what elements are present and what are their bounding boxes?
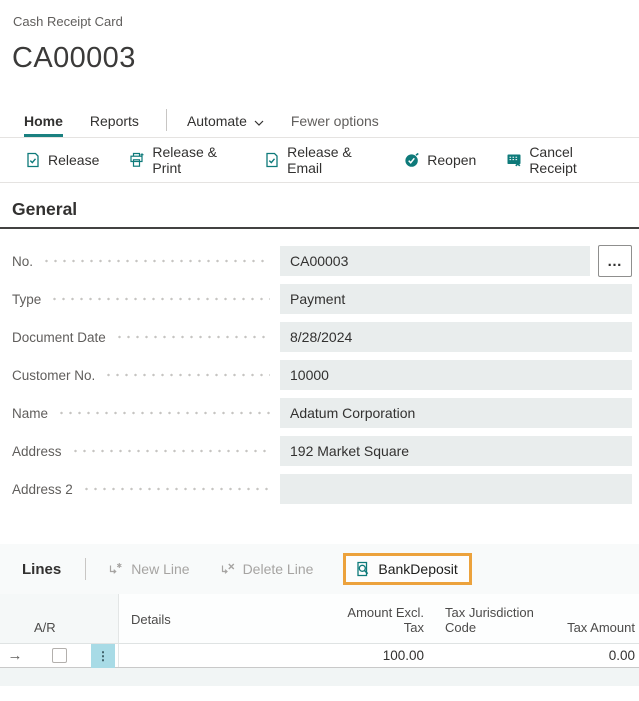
bankdeposit-label: BankDeposit [378,561,458,577]
tab-bar: Home Reports Automate Fewer options [0,99,639,138]
details-cell[interactable] [118,644,300,667]
no-lookup-button[interactable]: … [598,245,632,277]
reopen-label: Reopen [427,152,477,168]
name-field[interactable]: Adatum Corporation [280,398,632,428]
ar-cell [30,644,88,667]
dotted-leader [42,246,270,276]
dotted-leader [70,436,270,466]
dotted-leader [114,322,270,352]
header-left-zone: A/R [0,594,118,643]
reopen-button[interactable]: Reopen [404,152,476,168]
action-ribbon: Release Release & Print Release & Email … [0,138,639,183]
tax-jurisdiction-code-cell[interactable] [430,644,545,667]
tab-divider [165,109,167,131]
release-and-email-button[interactable]: Release & Email [264,144,374,176]
lines-toolbar: Lines New Line Delete Line BankDeposit [0,544,639,594]
row-indicator-column-header [0,635,30,643]
cancel-receipt-label: Cancel Receipt [529,144,577,176]
amount-excl-tax-column-label: Amount Excl. Tax [347,605,424,635]
tab-home[interactable]: Home [24,113,63,137]
table-row: → ⋮ 100.00 0.00 [0,643,639,668]
page-caption: Cash Receipt Card [13,14,123,29]
field-row-address-2: Address 2 [12,474,632,504]
field-row-document-date: Document Date 8/28/2024 [12,322,632,352]
document-date-field[interactable]: 8/28/2024 [280,322,632,352]
cancel-receipt-icon [506,152,522,168]
tax-jurisdiction-code-column-label: Tax Jurisdiction Code [445,605,534,635]
tab-fewer-options[interactable]: Fewer options [290,113,379,129]
release-and-email-label: Release & Email [287,144,352,176]
dotted-leader [57,398,270,428]
document-date-field-label: Document Date [12,329,106,345]
type-field-label: Type [12,291,42,307]
delete-line-icon [220,561,236,577]
release-email-icon [264,152,280,168]
release-label: Release [48,152,100,168]
tax-amount-cell[interactable]: 0.00 [608,648,635,663]
toolbar-divider [85,558,87,580]
general-section-heading: General [0,199,639,229]
ar-column-header[interactable]: A/R [34,620,56,635]
customer-no-field-label: Customer No. [12,367,96,383]
ar-checkbox[interactable] [51,648,67,663]
new-line-button[interactable]: New Line [108,561,190,577]
no-field-label: No. [12,253,34,269]
tab-automate-label: Automate [186,113,247,129]
new-line-icon [108,561,124,577]
field-row-address: Address 192 Market Square [12,436,632,466]
amount-excl-tax-column-header[interactable]: Amount Excl. Tax [300,605,430,643]
field-row-name: Name Adatum Corporation [12,398,632,428]
delete-line-button[interactable]: Delete Line [220,561,314,577]
address-2-field[interactable] [280,474,632,504]
no-field[interactable]: CA00003 [280,246,590,276]
bank-deposit-icon [355,561,371,577]
dotted-leader [81,474,270,504]
release-document-icon [25,152,41,168]
tax-amount-column-label: Tax Amount [567,620,635,635]
tab-automate[interactable]: Automate [187,113,264,137]
amount-excl-tax-cell[interactable]: 100.00 [382,648,424,663]
printer-icon [129,152,145,168]
tax-amount-column-header[interactable]: Tax Amount [545,620,639,643]
dotted-leader [50,284,270,314]
reopen-icon [404,152,420,168]
field-row-no: No. CA00003 … [12,245,632,277]
details-column-label: Details [131,612,171,627]
bankdeposit-button[interactable]: BankDeposit [355,561,458,577]
new-line-label: New Line [131,561,190,577]
field-row-type: Type Payment [12,284,632,314]
lines-heading: Lines [22,560,62,578]
type-field[interactable]: Payment [280,284,632,314]
lines-table-footer [0,668,639,686]
page-title: CA00003 [12,42,136,74]
lines-part: Lines New Line Delete Line BankDeposit A… [0,544,639,686]
address-field[interactable]: 192 Market Square [280,436,632,466]
tab-reports[interactable]: Reports [89,113,139,129]
address-field-label: Address [12,443,62,459]
delete-line-label: Delete Line [242,561,314,577]
dotted-leader [104,360,270,390]
name-field-label: Name [12,405,49,421]
address-2-field-label: Address 2 [12,481,73,497]
row-indicator-icon: → [7,647,23,664]
row-menu-cell: ⋮ [88,643,118,668]
tax-jurisdiction-code-column-header[interactable]: Tax Jurisdiction Code [430,605,545,643]
field-row-customer-no: Customer No. 10000 [12,360,632,390]
customer-no-field[interactable]: 10000 [280,360,632,390]
release-button[interactable]: Release [25,152,99,168]
cancel-receipt-button[interactable]: Cancel Receipt [506,144,609,176]
release-and-print-label: Release & Print [152,144,217,176]
general-fields: No. CA00003 … Type Payment Document Date… [0,245,639,504]
release-and-print-button[interactable]: Release & Print [129,144,234,176]
lines-table-header: A/R Details Amount Excl. Tax Tax Jurisdi… [0,594,639,644]
row-menu-column-header [88,635,118,643]
row-menu-icon[interactable]: ⋮ [91,643,115,668]
chevron-down-icon [254,113,264,129]
details-column-header[interactable]: Details [118,594,300,643]
bankdeposit-highlight-box: BankDeposit [343,553,472,585]
